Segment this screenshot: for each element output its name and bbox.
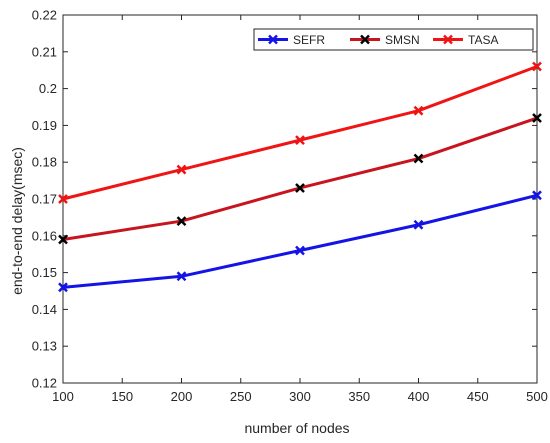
x-axis-label: number of nodes (244, 420, 349, 436)
data-point-smsn (413, 153, 424, 164)
data-point-tasa (532, 61, 542, 72)
y-axis-label: end-to-end delay(msec) (9, 147, 25, 295)
data-point-smsn (532, 113, 542, 123)
data-point-sefr (295, 245, 305, 256)
y-tick-label: 0.12 (32, 376, 57, 391)
y-tick-label: 0.22 (32, 8, 57, 23)
data-point-smsn (176, 216, 187, 226)
data-point-smsn (58, 234, 68, 245)
x-tick-label: 400 (408, 389, 430, 404)
y-tick-label: 0.2 (39, 81, 57, 96)
data-point-tasa (413, 105, 424, 116)
data-point-smsn (295, 183, 305, 193)
x-tick-label: 200 (171, 389, 193, 404)
x-tick-label: 150 (111, 389, 133, 404)
legend-marker-sefr (268, 34, 278, 45)
x-axis-ticks: 100 150 200 250 300 350 400 450 500 (52, 15, 548, 404)
legend-entry-sefr: SEFR (258, 33, 325, 47)
y-tick-label: 0.17 (32, 192, 57, 207)
data-point-tasa (58, 194, 68, 204)
series-sefr (58, 190, 542, 293)
series-smsn (58, 113, 542, 245)
legend-entry-tasa: TASA (433, 33, 498, 47)
legend-entry-smsn: SMSN (350, 33, 420, 47)
data-point-sefr (532, 190, 542, 201)
x-tick-label: 100 (52, 389, 74, 404)
data-point-sefr (58, 282, 68, 293)
y-tick-label: 0.14 (32, 302, 57, 317)
legend-label-sefr: SEFR (293, 33, 325, 47)
y-tick-label: 0.18 (32, 155, 57, 170)
x-tick-label: 250 (230, 389, 252, 404)
data-point-sefr (413, 219, 424, 230)
plot-area (62, 14, 538, 384)
y-tick-label: 0.15 (32, 265, 57, 280)
legend: SEFR SMSN TASA (253, 28, 534, 51)
y-tick-label: 0.21 (32, 44, 57, 59)
legend-box (253, 28, 534, 51)
y-axis-ticks: 0.12 0.13 0.14 0.15 0.16 0.17 0.18 0.19 0.2 0.21 0… (32, 8, 537, 391)
x-tick-label: 450 (467, 389, 489, 404)
x-tick-label: 350 (348, 389, 370, 404)
legend-label-smsn: SMSN (385, 33, 420, 47)
data-point-tasa (295, 135, 305, 146)
legend-marker-tasa (443, 34, 453, 45)
legend-label-tasa: TASA (468, 33, 498, 47)
data-point-sefr (176, 271, 187, 282)
plot-frame (62, 14, 538, 384)
legend-marker-smsn (360, 34, 370, 45)
y-tick-label: 0.13 (32, 339, 57, 354)
x-tick-label: 300 (289, 389, 311, 404)
series-layer (58, 61, 542, 293)
series-tasa (58, 61, 542, 204)
y-tick-label: 0.19 (32, 118, 57, 133)
data-point-tasa (176, 164, 187, 175)
y-tick-label: 0.16 (32, 228, 57, 243)
x-tick-label: 500 (526, 389, 548, 404)
